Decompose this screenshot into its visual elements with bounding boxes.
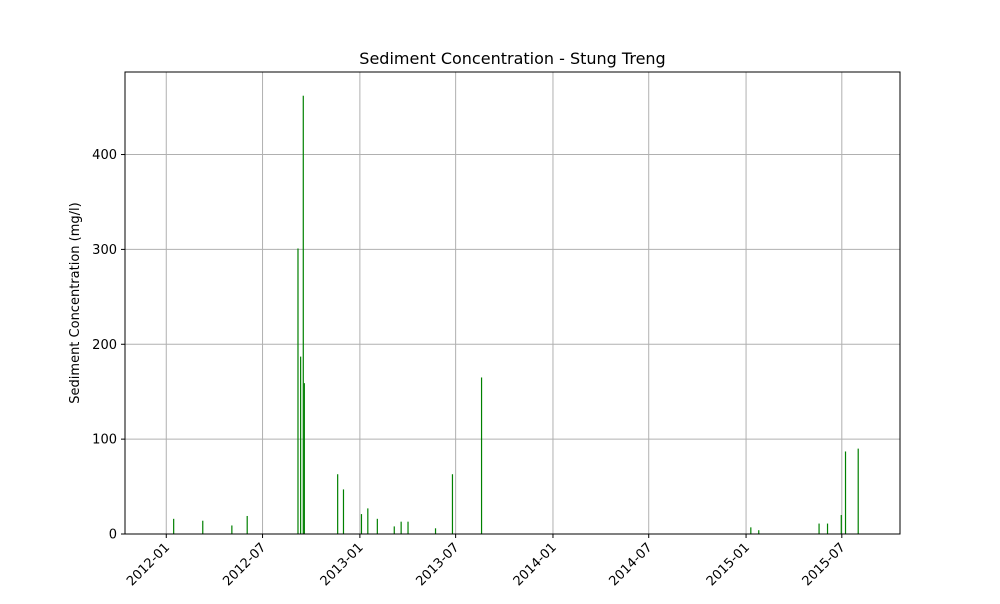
y-tick-label: 0	[109, 528, 117, 543]
bar	[844, 451, 847, 534]
bar	[342, 489, 345, 534]
x-tick-label: 2013-07	[413, 540, 462, 589]
bar	[400, 521, 402, 534]
bar	[840, 515, 842, 534]
bar	[367, 508, 369, 534]
bar	[393, 526, 395, 534]
x-tick-label: 2015-07	[800, 540, 849, 589]
bars	[173, 95, 859, 535]
y-axis-label: Sediment Concentration (mg/l)	[68, 202, 83, 403]
y-tick-label: 200	[92, 338, 117, 353]
bar	[407, 521, 409, 534]
bar	[480, 377, 483, 534]
bar	[826, 523, 829, 534]
bar	[297, 248, 299, 534]
x-tick-label: 2014-07	[607, 540, 656, 589]
bar	[451, 474, 454, 534]
x-axis-ticks: 2012-01 2012-07 2013-01 2013-07 2014-01 2014-…	[124, 534, 849, 589]
bar	[302, 95, 304, 535]
axes-frame	[124, 71, 901, 535]
bar	[818, 523, 820, 534]
chart-title: Sediment Concentration - Stung Treng	[359, 49, 665, 68]
bar	[434, 528, 437, 534]
bar	[337, 474, 339, 534]
bar	[360, 514, 363, 534]
x-tick-label: 2012-07	[220, 540, 269, 589]
bar	[376, 518, 378, 534]
x-tick-label: 2012-01	[124, 540, 173, 589]
bar	[246, 515, 248, 534]
x-tick-label: 2015-01	[704, 540, 753, 589]
bar	[173, 518, 175, 534]
bar	[202, 520, 204, 534]
bar	[303, 383, 305, 534]
y-tick-label: 300	[92, 243, 117, 258]
bar	[231, 525, 233, 534]
x-tick-label: 2013-01	[318, 540, 367, 589]
bar	[758, 530, 760, 534]
y-axis-ticks: 0 100 200 300 400	[92, 148, 125, 543]
bar	[857, 448, 859, 534]
y-tick-label: 100	[92, 433, 117, 448]
y-tick-label: 400	[92, 148, 117, 163]
bar	[750, 527, 752, 534]
bar	[300, 356, 302, 534]
grid-lines	[125, 72, 900, 535]
x-tick-label: 2014-01	[511, 540, 560, 589]
